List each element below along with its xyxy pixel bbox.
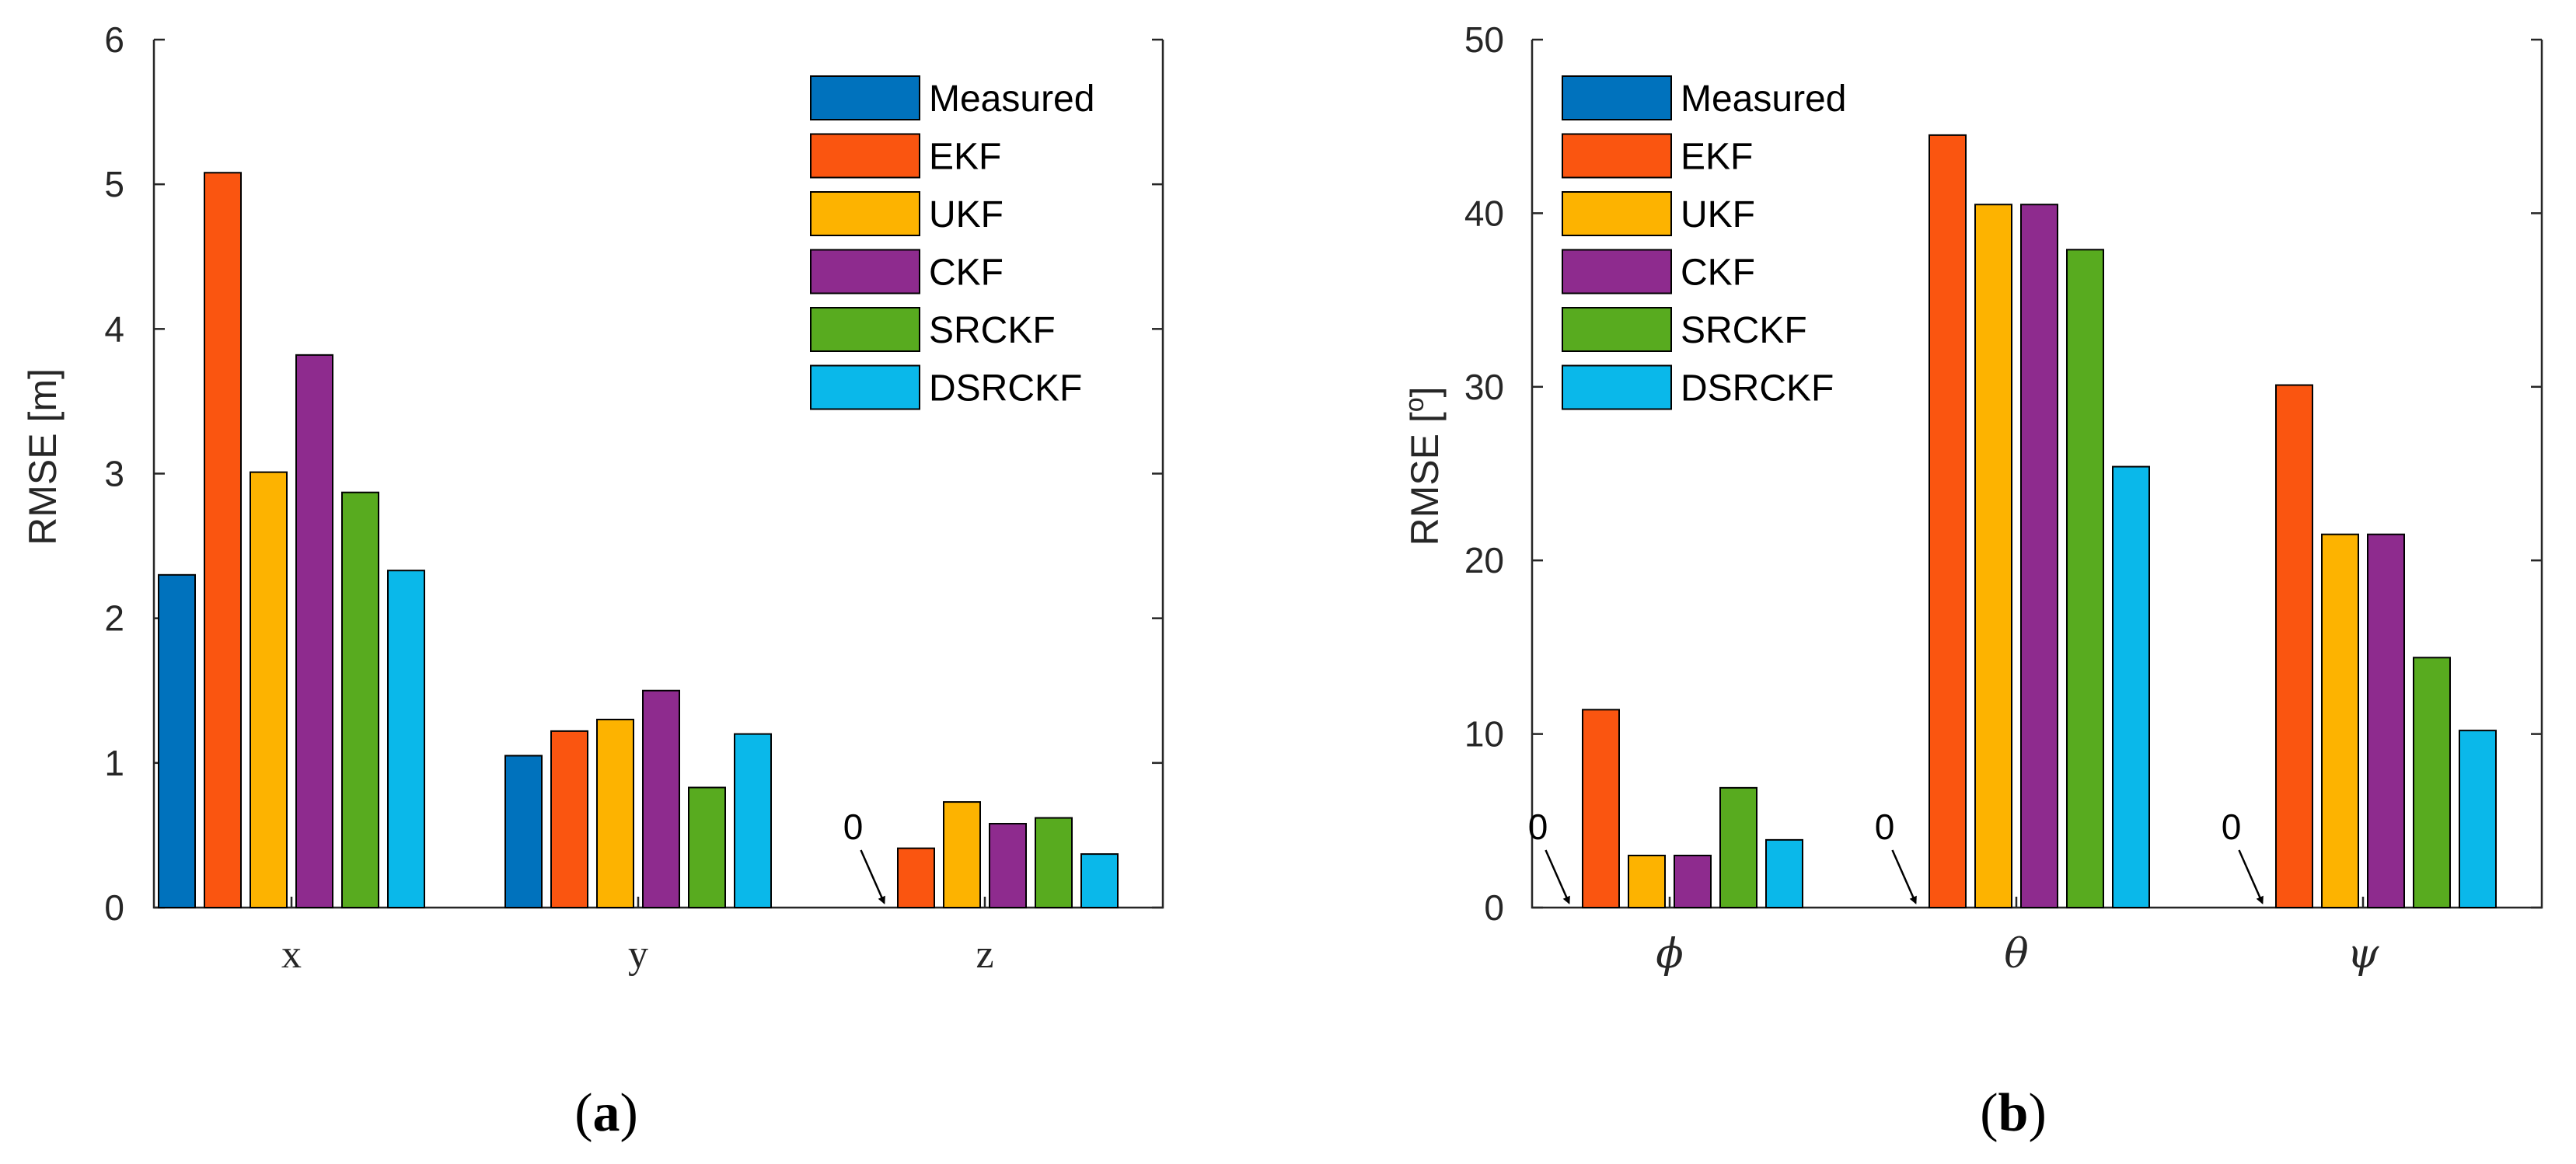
bar-ckf-2 xyxy=(989,823,1027,908)
bar-srckf-0 xyxy=(1719,786,1757,908)
bar-measured-0 xyxy=(158,573,196,908)
bar-dsrckf-1 xyxy=(2112,465,2150,908)
y-tick-label: 0 xyxy=(104,887,124,928)
legend-swatch-ckf xyxy=(1562,249,1672,294)
legend-swatch-ukf xyxy=(1562,191,1672,236)
bar-ekf-1 xyxy=(1929,134,1967,908)
legend-swatch-ekf xyxy=(810,133,920,179)
zero-annotation: 0 xyxy=(1875,807,1895,847)
bar-ekf-0 xyxy=(1582,709,1620,908)
legend-swatch-srckf xyxy=(810,307,920,352)
bar-ukf-1 xyxy=(1974,204,2012,909)
bar-ukf-0 xyxy=(1628,854,1666,908)
chart-b-axes: 0 10 20 30 40 50 ϕ θ ψ xyxy=(1464,19,2543,978)
legend-swatch-ckf xyxy=(810,249,920,294)
legend-label-ckf: CKF xyxy=(929,253,1004,294)
bar-dsrckf-0 xyxy=(1765,838,1803,909)
legend-swatch-srckf xyxy=(1562,307,1672,352)
legend-label-ekf: EKF xyxy=(929,137,1001,178)
x-category-label: x xyxy=(281,932,302,977)
bar-ukf-0 xyxy=(250,471,288,908)
x-category-label: ψ xyxy=(2347,931,2380,978)
x-category-label: θ xyxy=(2004,931,2028,978)
zero-arrow xyxy=(860,849,885,904)
zero-annotation: 0 xyxy=(1528,807,1548,847)
y-tick-label: 30 xyxy=(1464,367,1504,407)
chart-a-bars xyxy=(158,172,1119,909)
y-tick-label: 40 xyxy=(1464,193,1504,233)
zero-arrow xyxy=(2238,849,2264,904)
bar-ckf-1 xyxy=(2020,204,2058,909)
y-tick-label: 2 xyxy=(104,598,124,639)
bar-dsrckf-2 xyxy=(1080,853,1119,908)
chart-b-annotations: 0 0 0 xyxy=(1528,807,2264,904)
chart-a-ylabel: RMSE [m] xyxy=(21,368,65,545)
bar-measured-1 xyxy=(504,755,543,909)
bar-ckf-0 xyxy=(1674,854,1712,908)
legend-label-srckf: SRCKF xyxy=(929,310,1056,351)
legend-label-ckf: CKF xyxy=(1681,253,1755,294)
panel-a-label: (a) xyxy=(574,1083,638,1143)
y-tick-label: 50 xyxy=(1464,19,1504,60)
legend-swatch-measured xyxy=(1562,75,1672,120)
bar-ukf-2 xyxy=(2321,533,2359,908)
bar-ekf-1 xyxy=(550,730,588,908)
legend-swatch-ukf xyxy=(810,191,920,236)
y-tick-label: 10 xyxy=(1464,714,1504,755)
bar-srckf-2 xyxy=(2413,657,2451,909)
x-category-label: y xyxy=(628,932,648,977)
legend-swatch-ekf xyxy=(1562,133,1672,179)
zero-arrow xyxy=(1545,849,1570,904)
bar-ckf-0 xyxy=(295,354,333,908)
chart-a-axes: 0 1 2 3 4 5 6 x y z xyxy=(104,19,1164,977)
bar-ekf-0 xyxy=(204,172,242,909)
bar-ckf-1 xyxy=(642,689,680,908)
chart-a-legend: Measured EKF UKF CKF SRCKF DSRCKF xyxy=(810,75,1094,410)
bar-srckf-2 xyxy=(1035,817,1073,908)
y-tick-label: 20 xyxy=(1464,540,1504,580)
bar-srckf-1 xyxy=(688,786,726,909)
y-tick-label: 0 xyxy=(1484,887,1504,928)
x-category-label: z xyxy=(976,932,993,977)
zero-annotation: 0 xyxy=(843,807,864,847)
y-tick-label: 3 xyxy=(104,454,124,494)
chart-a: 0 1 2 3 4 5 6 x y z 0 Measured EKF UKF CKF SRCKF DSRCK… xyxy=(21,19,1164,1143)
bar-dsrckf-2 xyxy=(2459,730,2497,909)
bar-dsrckf-0 xyxy=(387,570,425,909)
legend-swatch-dsrckf xyxy=(1562,364,1672,410)
panel-b-label: (b) xyxy=(1980,1083,2047,1143)
chart-b-ylabel: RMSE [o] xyxy=(1400,386,1447,545)
legend-label-ekf: EKF xyxy=(1681,137,1753,178)
zero-annotation: 0 xyxy=(2222,807,2242,847)
legend-label-measured: Measured xyxy=(1681,78,1846,120)
legend-label-measured: Measured xyxy=(929,78,1094,120)
legend-label-ukf: UKF xyxy=(929,194,1004,235)
y-tick-label: 5 xyxy=(104,164,124,204)
y-tick-label: 1 xyxy=(104,743,124,783)
bar-srckf-0 xyxy=(341,491,379,908)
legend-label-ukf: UKF xyxy=(1681,194,1755,235)
legend-swatch-dsrckf xyxy=(810,364,920,410)
bar-ekf-2 xyxy=(2275,384,2313,909)
legend-label-srckf: SRCKF xyxy=(1681,310,1807,351)
bar-srckf-1 xyxy=(2066,249,2104,908)
legend-swatch-measured xyxy=(810,75,920,120)
bar-ckf-2 xyxy=(2367,533,2405,908)
legend-label-dsrckf: DSRCKF xyxy=(929,368,1082,409)
bar-dsrckf-1 xyxy=(734,733,772,908)
legend-label-dsrckf: DSRCKF xyxy=(1681,368,1834,409)
bar-ukf-1 xyxy=(596,718,634,908)
y-tick-label: 6 xyxy=(104,19,124,60)
chart-b-bars xyxy=(1582,134,2497,909)
bar-ekf-2 xyxy=(897,847,935,908)
y-tick-label: 4 xyxy=(104,308,124,349)
zero-arrow xyxy=(1891,849,1917,904)
chart-a-annotations: 0 xyxy=(843,807,885,904)
x-category-label: ϕ xyxy=(1656,931,1683,978)
chart-b-legend: Measured EKF UKF CKF SRCKF DSRCKF xyxy=(1562,75,1846,410)
bar-ukf-2 xyxy=(943,801,981,909)
